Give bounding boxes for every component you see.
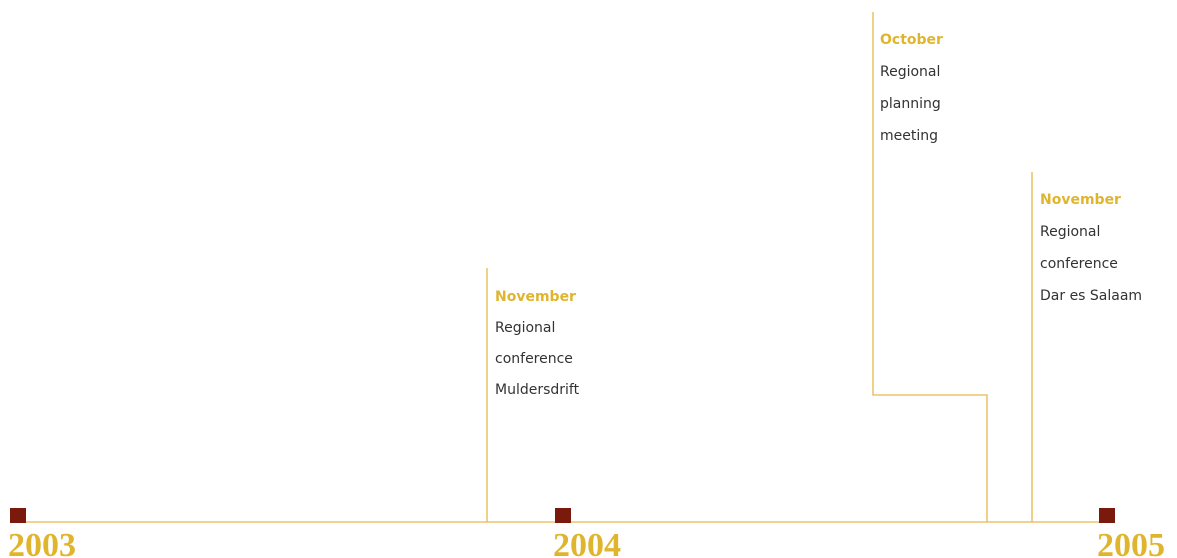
event-description: Dar es Salaam — [1040, 288, 1142, 304]
year-label: 2003 — [8, 527, 76, 558]
year-label: 2004 — [553, 527, 621, 558]
event-description: Regional — [495, 320, 555, 336]
event-month: November — [495, 289, 576, 305]
year-label: 2005 — [1097, 527, 1165, 558]
event-description: meeting — [880, 128, 938, 144]
event-description: conference — [495, 351, 573, 367]
event-description: Regional — [1040, 224, 1100, 240]
event-description: Muldersdrift — [495, 382, 580, 398]
event-month: November — [1040, 192, 1121, 208]
year-marker — [1099, 508, 1115, 523]
year-marker — [10, 508, 26, 523]
event-connector — [872, 12, 988, 522]
event-month: October — [880, 32, 943, 48]
event-description: Regional — [880, 64, 940, 80]
event-description: planning — [880, 96, 941, 112]
year-marker — [555, 508, 571, 523]
event-description: conference — [1040, 256, 1118, 272]
